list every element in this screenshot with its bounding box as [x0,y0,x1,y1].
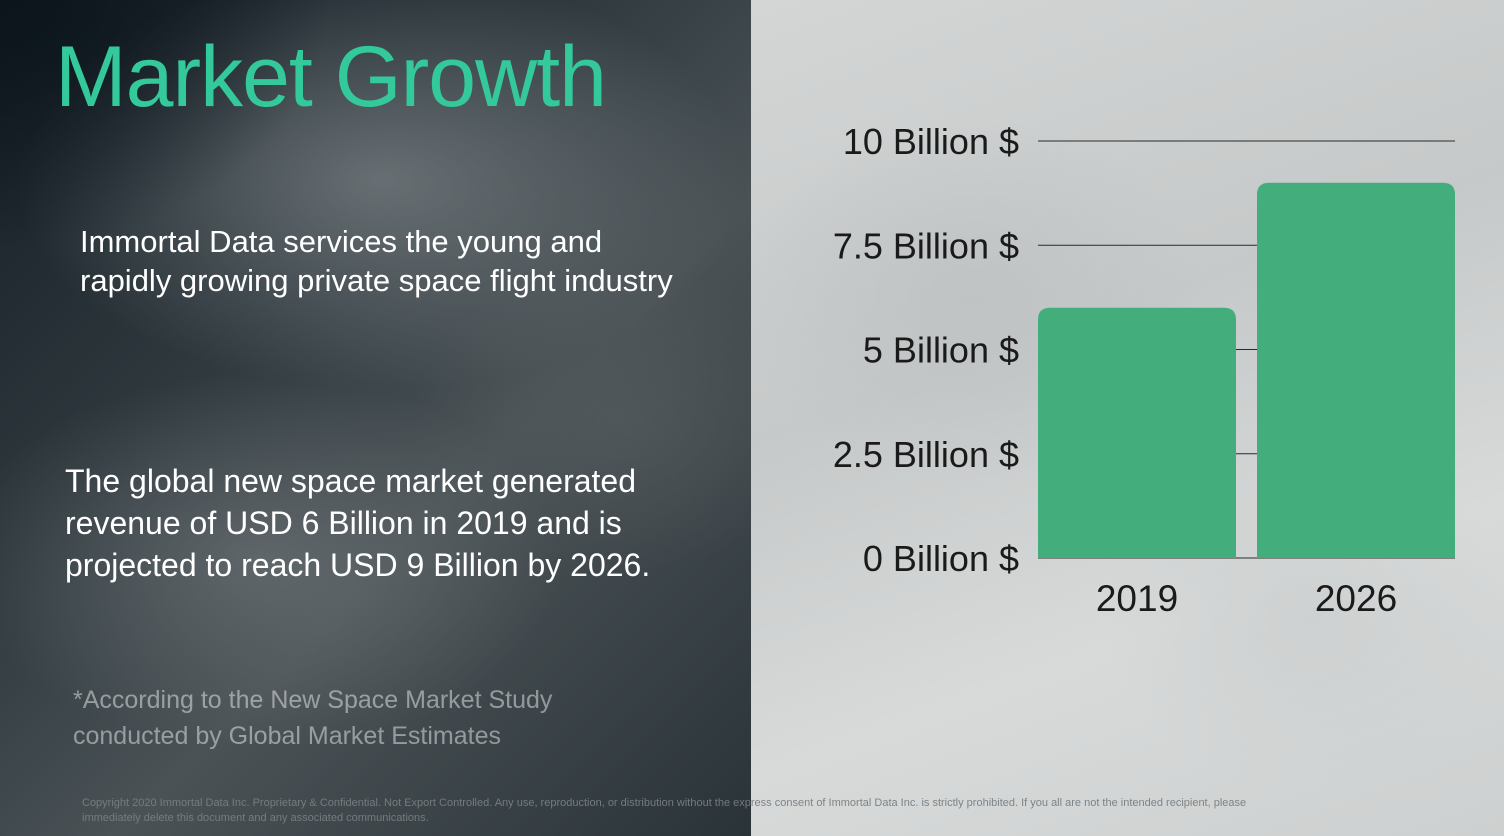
y-axis-ticks: 0 Billion $ 2.5 Billion $ 5 Billion $ 7.5 B… [833,121,1019,579]
x-axis-categories: 2019 2026 [1096,578,1397,619]
copyright-footer: Copyright 2020 Immortal Data Inc. Propri… [82,797,1247,824]
summary-text: The global new space market generated re… [65,463,651,583]
source-note: *According to the New Space Market Study… [73,686,553,750]
x-category-label: 2019 [1096,578,1178,619]
y-tick-label: 5 Billion $ [863,330,1019,371]
bar-2019 [1038,307,1236,558]
y-tick-label: 2.5 Billion $ [833,434,1019,475]
y-tick-label: 0 Billion $ [863,538,1019,579]
background-photo-left [0,0,751,836]
y-tick-label: 7.5 Billion $ [833,225,1019,266]
photo-shadow [0,0,330,250]
bars [1038,182,1455,558]
y-tick-label: 10 Billion $ [843,121,1019,162]
slide-title: Market Growth [55,29,607,125]
intro-text: Immortal Data services the young and rap… [80,224,673,298]
x-category-label: 2026 [1315,578,1397,619]
bar-2026 [1257,182,1455,558]
